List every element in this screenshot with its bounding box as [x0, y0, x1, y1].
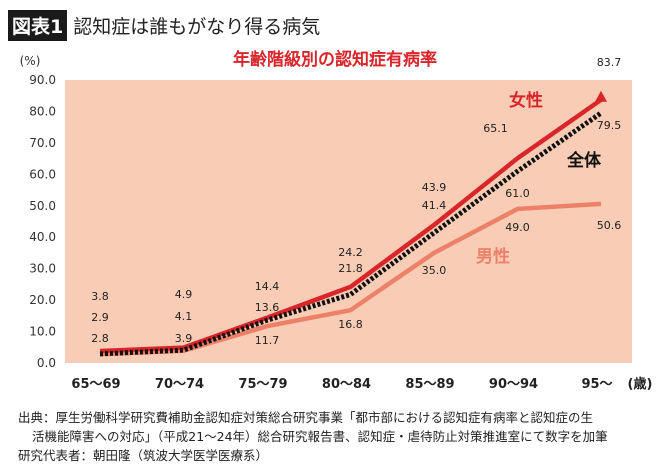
data-label: 79.5 — [597, 119, 622, 132]
figure-badge: 図表1 — [8, 10, 68, 41]
series-line-2 — [99, 201, 602, 357]
data-label: 16.8 — [338, 318, 363, 331]
y-tick-label: 80.0 — [29, 104, 56, 118]
legend-label-female: 女性 — [509, 90, 543, 111]
y-tick-label: 30.0 — [29, 262, 56, 276]
source-line-3: 研究代表者：朝田隆（筑波大学医学医療系） — [18, 448, 269, 463]
series-line-1 — [99, 110, 603, 357]
source-line-1: 出典：厚生労働科学研究費補助金認知症対策総合研究事業「都市部における認知症有病率… — [18, 410, 594, 425]
data-label: 13.6 — [255, 301, 280, 314]
data-label: 41.4 — [422, 199, 447, 212]
data-label: 4.9 — [175, 288, 193, 301]
chart-title: 年齢階級別の認知症有病率 — [233, 49, 437, 70]
x-tick-label: 85〜89 — [405, 377, 454, 392]
data-label: 2.8 — [91, 332, 109, 345]
source-line-2: 活機能障害への対応」（平成21〜24年）総合研究報告書、認知症・虐待防止対策推進… — [32, 429, 608, 444]
data-label: 4.1 — [175, 310, 193, 323]
data-label: 61.0 — [505, 187, 530, 200]
y-tick-label: 10.0 — [29, 325, 56, 339]
data-label: 3.8 — [91, 290, 109, 303]
data-label: 24.2 — [338, 246, 363, 259]
data-label: 83.7 — [597, 56, 622, 69]
data-label: 35.0 — [422, 264, 447, 277]
source-note: 出典：厚生労働科学研究費補助金認知症対策総合研究事業「都市部における認知症有病率… — [18, 408, 608, 465]
data-label: 3.9 — [175, 332, 193, 345]
data-label: 14.4 — [255, 280, 280, 293]
x-axis-unit: (歳) — [628, 376, 653, 392]
x-tick-label: 95〜 — [581, 377, 612, 392]
y-tick-label: 50.0 — [29, 199, 56, 213]
series-line-0 — [99, 97, 603, 354]
figure-header: 図表1 認知症は誰もがなり得る病気 — [8, 10, 320, 41]
data-label: 50.6 — [597, 219, 622, 232]
data-label: 49.0 — [505, 221, 530, 234]
x-tick-label: 75〜79 — [238, 377, 287, 392]
x-tick-label: 65〜69 — [71, 377, 120, 392]
line-chart: 年齢階級別の認知症有病率 (%) 0.0 10.0 20.0 30.0 40.0 50.0 60… — [20, 49, 653, 392]
legend-label-male: 男性 — [476, 246, 510, 267]
legend-label-total: 全体 — [566, 150, 602, 171]
data-label: 43.9 — [422, 181, 447, 194]
y-tick-label: 70.0 — [29, 136, 56, 150]
figure-title: 認知症は誰もがなり得る病気 — [73, 16, 321, 38]
x-tick-label: 80〜84 — [322, 377, 371, 392]
plot-area — [65, 80, 632, 363]
y-tick-label: 60.0 — [29, 167, 56, 181]
y-tick-label: 0.0 — [37, 356, 56, 370]
series-arrow-0 — [595, 90, 607, 102]
data-label: 21.8 — [338, 262, 363, 275]
y-tick-label: 20.0 — [29, 293, 56, 307]
data-label: 65.1 — [483, 122, 508, 135]
data-label: 2.9 — [91, 311, 109, 324]
data-label: 11.7 — [255, 334, 280, 347]
y-tick-label: 90.0 — [29, 73, 56, 87]
x-tick-label: 70〜74 — [155, 377, 204, 392]
y-axis-label: (%) — [20, 54, 41, 68]
x-tick-label: 90〜94 — [489, 377, 538, 392]
y-tick-label: 40.0 — [29, 230, 56, 244]
